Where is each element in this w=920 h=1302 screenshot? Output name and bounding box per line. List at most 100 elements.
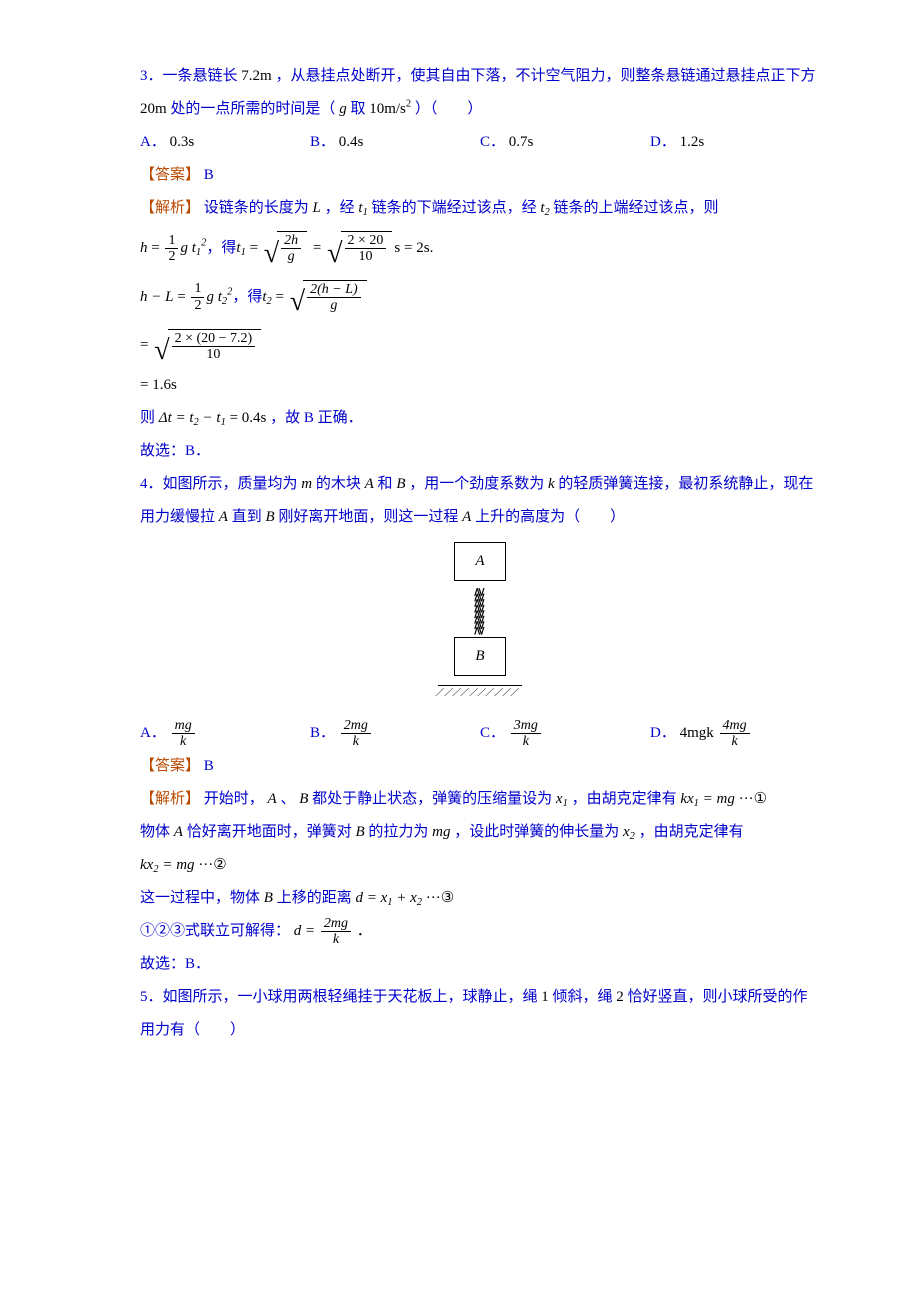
q3-eq2: h − L = 12 g t22 ，得 t2 = √2(h − L)g — [140, 280, 820, 315]
q3-eq1-t1: t1 — [236, 241, 245, 256]
q4-exp-lab: 【解析】 — [140, 791, 200, 807]
q3-C-lab: C． — [480, 134, 505, 150]
q4-exp-c: 都处于静止状态，弹簧的压缩量设为 — [312, 791, 556, 807]
q3-eq2-lhs: h − L — [140, 290, 173, 305]
q4-l3a: 这一过程中，物体 — [140, 890, 264, 906]
q4-fig-A: A — [454, 542, 505, 581]
q3-g-take: 取 — [350, 101, 365, 117]
q4-exp-a: 开始时， — [204, 791, 268, 807]
q3-g-val: 10m/s2 — [369, 101, 411, 117]
q4-B-d: k — [341, 733, 371, 749]
q4-deq: d = — [294, 923, 315, 939]
q3-exp: 【解析】 设链条的长度为 L ，经 t1 链条的下端经过该点，经 t2 链条的上… — [140, 192, 820, 225]
q4-line4: ①②③式联立可解得： d = 2mgk ． — [140, 915, 820, 948]
q3-get1: ，得 — [206, 241, 236, 256]
q3-eq1: h = 12 g t12 ，得 t1 = √2hg = √2 × 2010 s … — [140, 231, 820, 266]
q4-A1: A — [365, 476, 374, 492]
q3-choice-c: C． 0.7s — [480, 126, 650, 159]
q4-figure: A ≷≷≷≷≷≷≷≷ B ////////// — [140, 542, 820, 709]
q5-stem: 5．如图所示，一小球用两根轻绳挂于天花板上，球静止，绳 1 倾斜，绳 2 恰好竖… — [140, 981, 820, 1047]
q3-L: L — [313, 200, 321, 216]
q3-B-val: 0.4s — [339, 134, 364, 150]
q4-l3b: 上移的距离 — [277, 890, 356, 906]
q3-eq1-g: g — [281, 248, 301, 264]
q3-C-val: 0.7s — [509, 134, 534, 150]
q3-dist: 20m — [140, 101, 167, 117]
q3-eq2c: = 1.6s — [140, 369, 820, 402]
q3-thus: 故选：B． — [140, 435, 820, 468]
q4-m: m — [301, 476, 312, 492]
q4-l2d: ，设此时弹簧的伸长量为 — [454, 824, 623, 840]
q4-D-d: k — [720, 733, 750, 749]
q3-eq2-2hl: 2(h − L) — [307, 282, 361, 297]
q4-eq1: kx1 = mg — [680, 791, 735, 807]
q3-g-val-n: 10m/s — [369, 101, 406, 117]
q4-B2: B — [265, 509, 274, 525]
q4-fig-ground: ////////// — [438, 685, 521, 698]
q3-choices: A． 0.3s B． 0.4s C． 0.7s D． 1.2s — [140, 126, 820, 159]
q3-stem-d: ）（ ） — [415, 101, 483, 117]
q4-choice-d: D． 4mgk 4mgk — [650, 717, 820, 750]
q4-eq3: d = x1 + x2 — [355, 890, 422, 906]
q3-B-lab: B． — [310, 134, 335, 150]
q3-then: 则 — [140, 410, 159, 426]
q4-l3-B: B — [264, 890, 273, 906]
q3-eq2-d: 10 — [172, 346, 256, 362]
q4-l4: ①②③式联立可解得： — [140, 923, 290, 939]
q4-A3: A — [462, 509, 471, 525]
q4-eq1a: kx — [680, 791, 693, 807]
q4-stem: 4．如图所示，质量均为 m 的木块 A 和 B ，用一个劲度系数为 k 的轻质弹… — [140, 468, 820, 534]
q4-d-d: k — [321, 931, 351, 947]
q4-c3: ···③ — [426, 890, 454, 906]
q3-eq2-gt-v: g t — [206, 289, 221, 305]
q3-eq2-2: 2 — [191, 297, 204, 313]
q3-eq2b: = √2 × (20 − 7.2)10 — [140, 329, 820, 364]
q3-eq2-gt: g t22 — [206, 290, 232, 305]
q4-c1: ···① — [739, 791, 767, 807]
q4-C-n: 3mg — [511, 718, 541, 733]
q4-B-lab: B． — [310, 725, 335, 741]
q3-A-val: 0.3s — [170, 134, 195, 150]
q3-exp-c: 链条的下端经过该点，经 — [372, 200, 541, 216]
q4-A2: A — [219, 509, 228, 525]
q3-choice-a: A． 0.3s — [140, 126, 310, 159]
q3-eq1-p: . — [430, 241, 434, 256]
q4-l2-m: m — [432, 824, 443, 840]
q4-x1v: x — [556, 791, 563, 807]
q3-eq2-g: g — [307, 297, 361, 313]
q4-s-c: ，用一个劲度系数为 — [409, 476, 548, 492]
q4-A-n: mg — [172, 718, 195, 733]
q4-eq3a: d = x — [355, 890, 387, 906]
q4-eq2av: kx — [140, 857, 153, 873]
q4-eq2a: kx2 = mg — [140, 857, 195, 873]
q3-eq1-num: 2 × 20 — [345, 233, 387, 248]
q3-eq1-gt-v: g t — [180, 240, 195, 256]
q4-l2e: ，由胡克定律有 — [639, 824, 744, 840]
q3-get2: ，得 — [232, 290, 262, 305]
q4-exp-B: B — [299, 791, 308, 807]
q4-c2: ···② — [198, 857, 226, 873]
q5-1: 1 — [541, 989, 549, 1005]
q3-stem-a: 3．一条悬链长 — [140, 68, 238, 84]
q3-dte: = 0.4s — [226, 410, 267, 426]
q4-and: 和 — [378, 476, 397, 492]
q3-D-val: 1.2s — [680, 134, 705, 150]
q4-D-n: 4mg — [720, 718, 750, 733]
q3-eq1-gt: g t12 — [180, 241, 206, 256]
q3-dt: Δt = t2 − t1 = 0.4s — [159, 410, 267, 426]
q3-eq2-n: 2 × (20 − 7.2) — [172, 331, 256, 346]
q3-g-label: g — [339, 101, 347, 117]
q3-choice-d: D． 1.2s — [650, 126, 820, 159]
q4-exp-b: 、 — [280, 791, 299, 807]
q4-fig-spring: ≷≷≷≷≷≷≷≷ — [473, 587, 488, 631]
q4-eq2: kx2 = mg ···② — [140, 849, 820, 882]
q3-stem-c: 处的一点所需的时间是（ — [170, 101, 335, 117]
q3-ans-lab: 【答案】 — [140, 167, 200, 183]
q3-t1: t1 — [358, 200, 367, 216]
q4-s-g: 上升的高度为（ ） — [475, 509, 625, 525]
q4-choices: A． mgk B． 2mgk C． 3mgk D． 4mgk 4mgk — [140, 717, 820, 750]
q3-exp-d: 链条的上端经过该点，则 — [554, 200, 719, 216]
q4-x2: x2 — [623, 824, 635, 840]
q4-C-d: k — [511, 733, 541, 749]
q4-B-n: 2mg — [341, 718, 371, 733]
